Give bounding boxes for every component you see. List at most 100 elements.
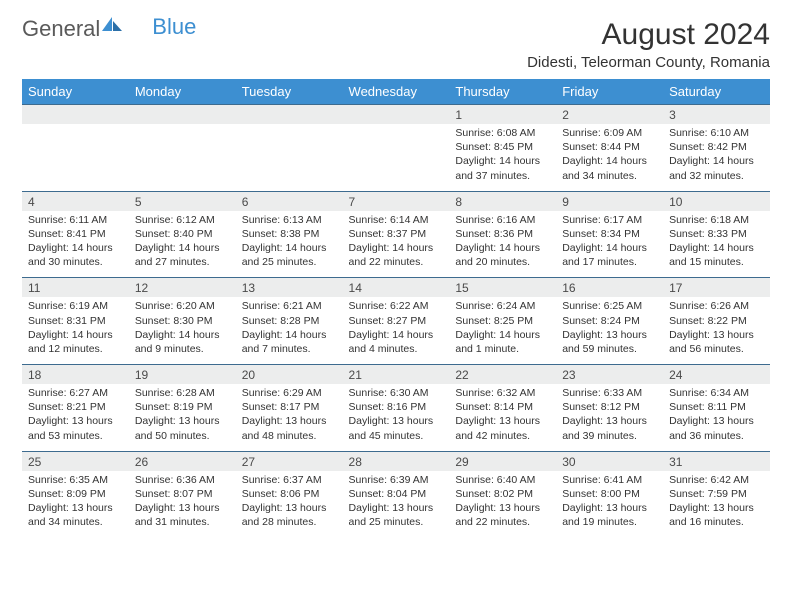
day1-text: Daylight: 13 hours	[562, 501, 657, 515]
weekday-header: Sunday	[22, 79, 129, 105]
sunrise-text: Sunrise: 6:17 AM	[562, 213, 657, 227]
sunrise-text: Sunrise: 6:42 AM	[669, 473, 764, 487]
day2-text: and 39 minutes.	[562, 429, 657, 443]
day2-text: and 15 minutes.	[669, 255, 764, 269]
day1-text: Daylight: 14 hours	[669, 241, 764, 255]
sunrise-text: Sunrise: 6:14 AM	[349, 213, 444, 227]
sunset-text: Sunset: 8:19 PM	[135, 400, 230, 414]
logo: General Blue	[22, 18, 196, 40]
date-row: 18192021222324	[22, 365, 770, 385]
date-cell: 17	[663, 278, 770, 298]
info-cell: Sunrise: 6:34 AMSunset: 8:11 PMDaylight:…	[663, 384, 770, 451]
day2-text: and 22 minutes.	[455, 515, 550, 529]
sunset-text: Sunset: 8:25 PM	[455, 314, 550, 328]
date-cell: 24	[663, 365, 770, 385]
date-cell: 16	[556, 278, 663, 298]
info-cell: Sunrise: 6:12 AMSunset: 8:40 PMDaylight:…	[129, 211, 236, 278]
info-cell: Sunrise: 6:09 AMSunset: 8:44 PMDaylight:…	[556, 124, 663, 191]
day1-text: Daylight: 14 hours	[28, 328, 123, 342]
date-cell: 13	[236, 278, 343, 298]
date-row: 45678910	[22, 191, 770, 211]
day2-text: and 34 minutes.	[28, 515, 123, 529]
date-cell: 31	[663, 451, 770, 471]
day2-text: and 4 minutes.	[349, 342, 444, 356]
info-cell: Sunrise: 6:25 AMSunset: 8:24 PMDaylight:…	[556, 297, 663, 364]
date-cell: 30	[556, 451, 663, 471]
sunset-text: Sunset: 8:04 PM	[349, 487, 444, 501]
day2-text: and 50 minutes.	[135, 429, 230, 443]
sunset-text: Sunset: 8:09 PM	[28, 487, 123, 501]
day2-text: and 12 minutes.	[28, 342, 123, 356]
sunset-text: Sunset: 8:27 PM	[349, 314, 444, 328]
sunset-text: Sunset: 8:44 PM	[562, 140, 657, 154]
sunset-text: Sunset: 8:21 PM	[28, 400, 123, 414]
logo-sail-icon	[102, 15, 124, 37]
day1-text: Daylight: 14 hours	[135, 241, 230, 255]
date-cell: 29	[449, 451, 556, 471]
weekday-header: Wednesday	[343, 79, 450, 105]
info-cell: Sunrise: 6:16 AMSunset: 8:36 PMDaylight:…	[449, 211, 556, 278]
day2-text: and 9 minutes.	[135, 342, 230, 356]
info-cell: Sunrise: 6:36 AMSunset: 8:07 PMDaylight:…	[129, 471, 236, 538]
day1-text: Daylight: 14 hours	[455, 154, 550, 168]
sunset-text: Sunset: 8:28 PM	[242, 314, 337, 328]
weekday-header-row: Sunday Monday Tuesday Wednesday Thursday…	[22, 79, 770, 105]
info-cell: Sunrise: 6:18 AMSunset: 8:33 PMDaylight:…	[663, 211, 770, 278]
info-cell: Sunrise: 6:20 AMSunset: 8:30 PMDaylight:…	[129, 297, 236, 364]
info-cell: Sunrise: 6:22 AMSunset: 8:27 PMDaylight:…	[343, 297, 450, 364]
date-cell: 19	[129, 365, 236, 385]
day2-text: and 56 minutes.	[669, 342, 764, 356]
date-cell: 5	[129, 191, 236, 211]
date-cell: 27	[236, 451, 343, 471]
location: Didesti, Teleorman County, Romania	[527, 54, 770, 71]
sunrise-text: Sunrise: 6:25 AM	[562, 299, 657, 313]
sunset-text: Sunset: 8:37 PM	[349, 227, 444, 241]
date-cell: 1	[449, 105, 556, 125]
sunset-text: Sunset: 8:38 PM	[242, 227, 337, 241]
sunset-text: Sunset: 8:14 PM	[455, 400, 550, 414]
sunrise-text: Sunrise: 6:11 AM	[28, 213, 123, 227]
sunset-text: Sunset: 8:22 PM	[669, 314, 764, 328]
sunrise-text: Sunrise: 6:27 AM	[28, 386, 123, 400]
date-cell: 25	[22, 451, 129, 471]
day1-text: Daylight: 14 hours	[28, 241, 123, 255]
info-cell: Sunrise: 6:14 AMSunset: 8:37 PMDaylight:…	[343, 211, 450, 278]
weekday-header: Saturday	[663, 79, 770, 105]
info-cell	[22, 124, 129, 191]
date-cell: 2	[556, 105, 663, 125]
sunrise-text: Sunrise: 6:40 AM	[455, 473, 550, 487]
day1-text: Daylight: 14 hours	[135, 328, 230, 342]
sunrise-text: Sunrise: 6:10 AM	[669, 126, 764, 140]
sunrise-text: Sunrise: 6:37 AM	[242, 473, 337, 487]
day1-text: Daylight: 13 hours	[135, 501, 230, 515]
info-row: Sunrise: 6:19 AMSunset: 8:31 PMDaylight:…	[22, 297, 770, 364]
info-cell	[236, 124, 343, 191]
sunset-text: Sunset: 8:06 PM	[242, 487, 337, 501]
day2-text: and 53 minutes.	[28, 429, 123, 443]
info-cell: Sunrise: 6:10 AMSunset: 8:42 PMDaylight:…	[663, 124, 770, 191]
sunrise-text: Sunrise: 6:39 AM	[349, 473, 444, 487]
sunset-text: Sunset: 8:45 PM	[455, 140, 550, 154]
sunrise-text: Sunrise: 6:09 AM	[562, 126, 657, 140]
info-cell: Sunrise: 6:24 AMSunset: 8:25 PMDaylight:…	[449, 297, 556, 364]
month-title: August 2024	[527, 18, 770, 52]
day1-text: Daylight: 13 hours	[242, 414, 337, 428]
sunrise-text: Sunrise: 6:26 AM	[669, 299, 764, 313]
day1-text: Daylight: 13 hours	[135, 414, 230, 428]
date-cell: 11	[22, 278, 129, 298]
date-cell: 12	[129, 278, 236, 298]
sunset-text: Sunset: 8:11 PM	[669, 400, 764, 414]
day2-text: and 36 minutes.	[669, 429, 764, 443]
info-cell: Sunrise: 6:30 AMSunset: 8:16 PMDaylight:…	[343, 384, 450, 451]
info-cell: Sunrise: 6:35 AMSunset: 8:09 PMDaylight:…	[22, 471, 129, 538]
date-cell	[22, 105, 129, 125]
date-row: 25262728293031	[22, 451, 770, 471]
info-cell: Sunrise: 6:42 AMSunset: 7:59 PMDaylight:…	[663, 471, 770, 538]
info-cell: Sunrise: 6:21 AMSunset: 8:28 PMDaylight:…	[236, 297, 343, 364]
sunrise-text: Sunrise: 6:20 AM	[135, 299, 230, 313]
day2-text: and 59 minutes.	[562, 342, 657, 356]
date-cell: 7	[343, 191, 450, 211]
weekday-header: Friday	[556, 79, 663, 105]
sunrise-text: Sunrise: 6:34 AM	[669, 386, 764, 400]
sunset-text: Sunset: 8:12 PM	[562, 400, 657, 414]
